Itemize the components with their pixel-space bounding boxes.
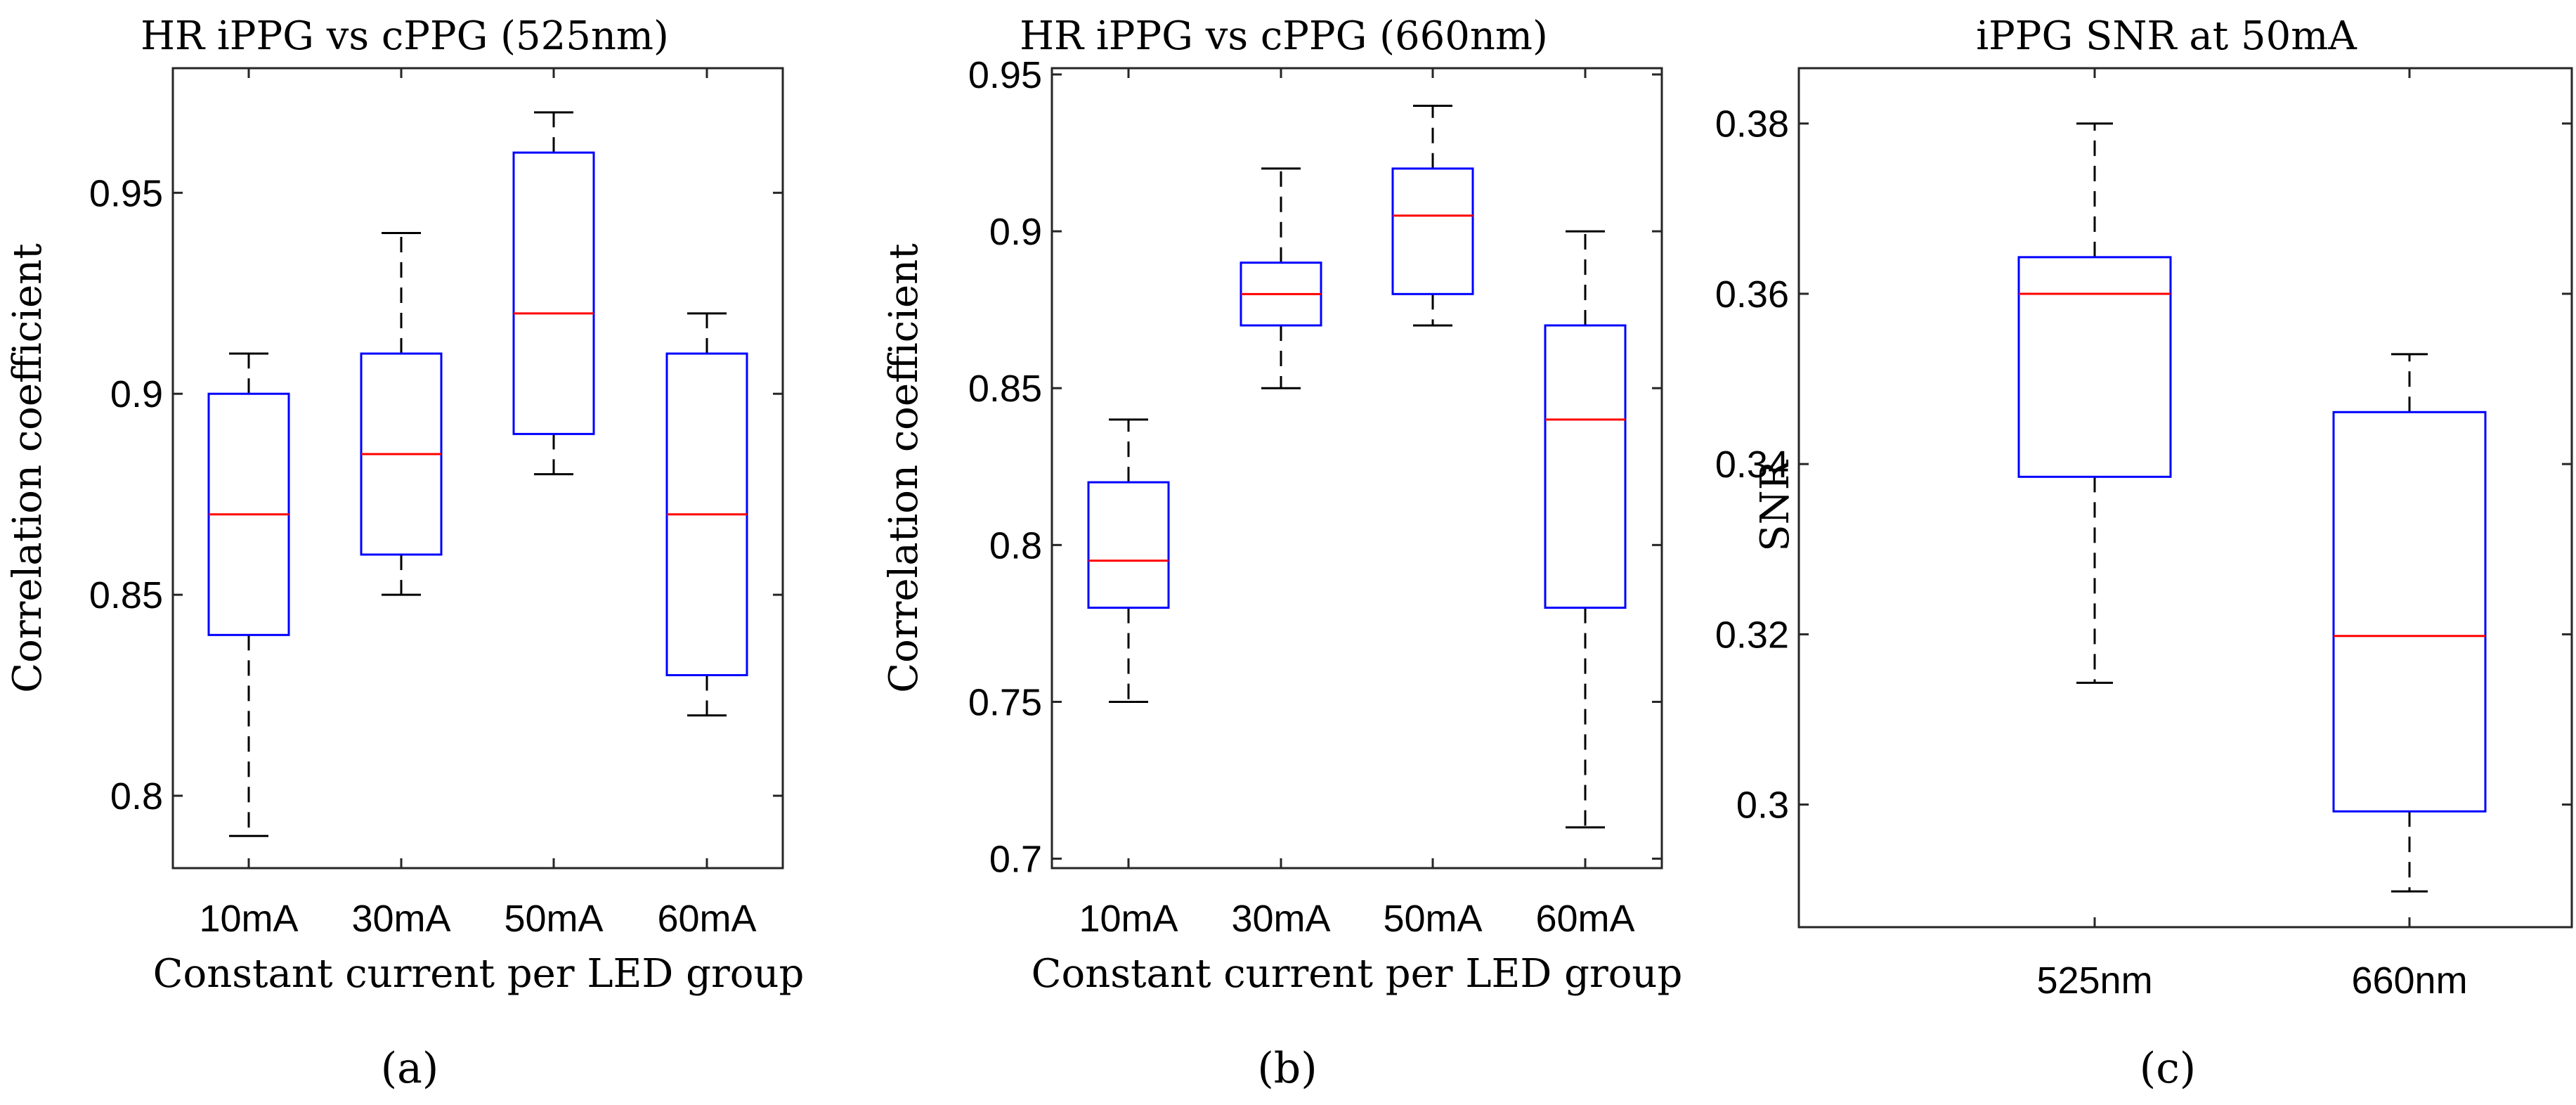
chart-a-title: HR iPPG vs cPPG (525nm) <box>141 13 669 59</box>
chart-b-title: HR iPPG vs cPPG (660nm) <box>1020 13 1548 59</box>
iqr-box <box>1544 324 1627 609</box>
chart-a-xlabel: Constant current per LED group <box>153 951 805 997</box>
iqr-box <box>2017 256 2172 478</box>
box-50mA <box>1391 105 1474 327</box>
y-tick-label: 0.75 <box>968 681 1042 723</box>
box-660nm <box>2332 353 2487 893</box>
x-tick-label: 525nm <box>2036 959 2152 1002</box>
chart-b-axes-box <box>1050 67 1663 870</box>
y-tick-label: 0.85 <box>968 368 1042 410</box>
chart-a-ylabel: Correlation coefficient <box>5 243 51 693</box>
chart-c-panel-label: (c) <box>2140 1044 2196 1093</box>
chart-a-boxes <box>207 111 748 837</box>
chart-b-panel-label: (b) <box>1257 1044 1317 1093</box>
y-tick-label: 0.95 <box>968 54 1042 96</box>
chart-a-x-ticks: 10mA 30mA 50mA 60mA <box>199 68 757 940</box>
y-tick-label: 0.8 <box>989 524 1042 567</box>
chart-a: HR iPPG vs cPPG (525nm) 0.8 0.85 0.9 0.95 1… <box>5 13 804 1093</box>
chart-c: iPPG SNR at 50mA 0.3 0.32 0.34 0.36 0.38 525… <box>1715 13 2573 1093</box>
chart-c-title: iPPG SNR at 50mA <box>1976 13 2357 59</box>
box-525nm <box>2017 122 2172 684</box>
y-tick-label: 0.3 <box>1736 784 1789 827</box>
y-tick-label: 0.34 <box>1715 444 1789 486</box>
x-tick-label: 50mA <box>504 898 603 940</box>
iqr-box <box>2332 411 2487 813</box>
iqr-box <box>512 151 595 435</box>
chart-c-y-ticks: 0.3 0.32 0.34 0.36 0.38 <box>1715 103 2572 827</box>
chart-b-xlabel: Constant current per LED group <box>1032 951 1683 997</box>
chart-b-boxes <box>1087 105 1627 829</box>
chart-a-axes-box <box>171 67 784 870</box>
x-tick-label: 60mA <box>657 898 756 940</box>
x-tick-label: 30mA <box>1231 898 1330 940</box>
chart-b: HR iPPG vs cPPG (660nm) 0.70.750.80.850.… <box>881 13 1682 1093</box>
y-tick-label: 0.95 <box>89 172 163 214</box>
iqr-box <box>1087 481 1170 609</box>
iqr-box <box>1391 167 1474 295</box>
y-tick-label: 0.8 <box>110 775 163 818</box>
chart-c-x-ticks: 525nm 660nm <box>2036 68 2468 1002</box>
x-tick-label: 10mA <box>1079 898 1178 940</box>
chart-a-panel-label: (a) <box>381 1044 439 1093</box>
y-tick-label: 0.36 <box>1715 273 1789 316</box>
chart-a-y-ticks: 0.8 0.85 0.9 0.95 <box>89 172 783 818</box>
chart-c-axes-box <box>1797 67 2573 929</box>
box-10mA <box>1087 418 1170 703</box>
chart-b-x-ticks: 10mA 30mA 50mA 60mA <box>1079 68 1635 940</box>
box-50mA <box>512 111 595 476</box>
x-tick-label: 30mA <box>351 898 450 940</box>
box-30mA <box>1240 167 1322 389</box>
y-tick-label: 0.32 <box>1715 614 1789 656</box>
y-tick-label: 0.7 <box>989 839 1042 881</box>
box-60mA <box>665 312 748 717</box>
y-tick-label: 0.9 <box>989 211 1042 253</box>
y-tick-label: 0.85 <box>89 574 163 616</box>
x-tick-label: 10mA <box>199 898 298 940</box>
y-tick-label: 0.38 <box>1715 103 1789 146</box>
y-tick-label: 0.9 <box>110 373 163 415</box>
x-tick-label: 60mA <box>1535 898 1634 940</box>
box-60mA <box>1544 230 1627 829</box>
x-tick-label: 50mA <box>1383 898 1482 940</box>
box-10mA <box>207 352 290 837</box>
chart-c-boxes <box>2017 122 2487 893</box>
chart-b-y-ticks: 0.7 0.75 0.8 0.85 0.9 0.95 <box>968 54 1662 881</box>
x-tick-label: 660nm <box>2351 959 2467 1002</box>
chart-c-ylabel: SNR <box>1752 459 1798 551</box>
box-30mA <box>360 231 443 596</box>
chart-b-ylabel: Correlation coefficient <box>881 243 927 693</box>
